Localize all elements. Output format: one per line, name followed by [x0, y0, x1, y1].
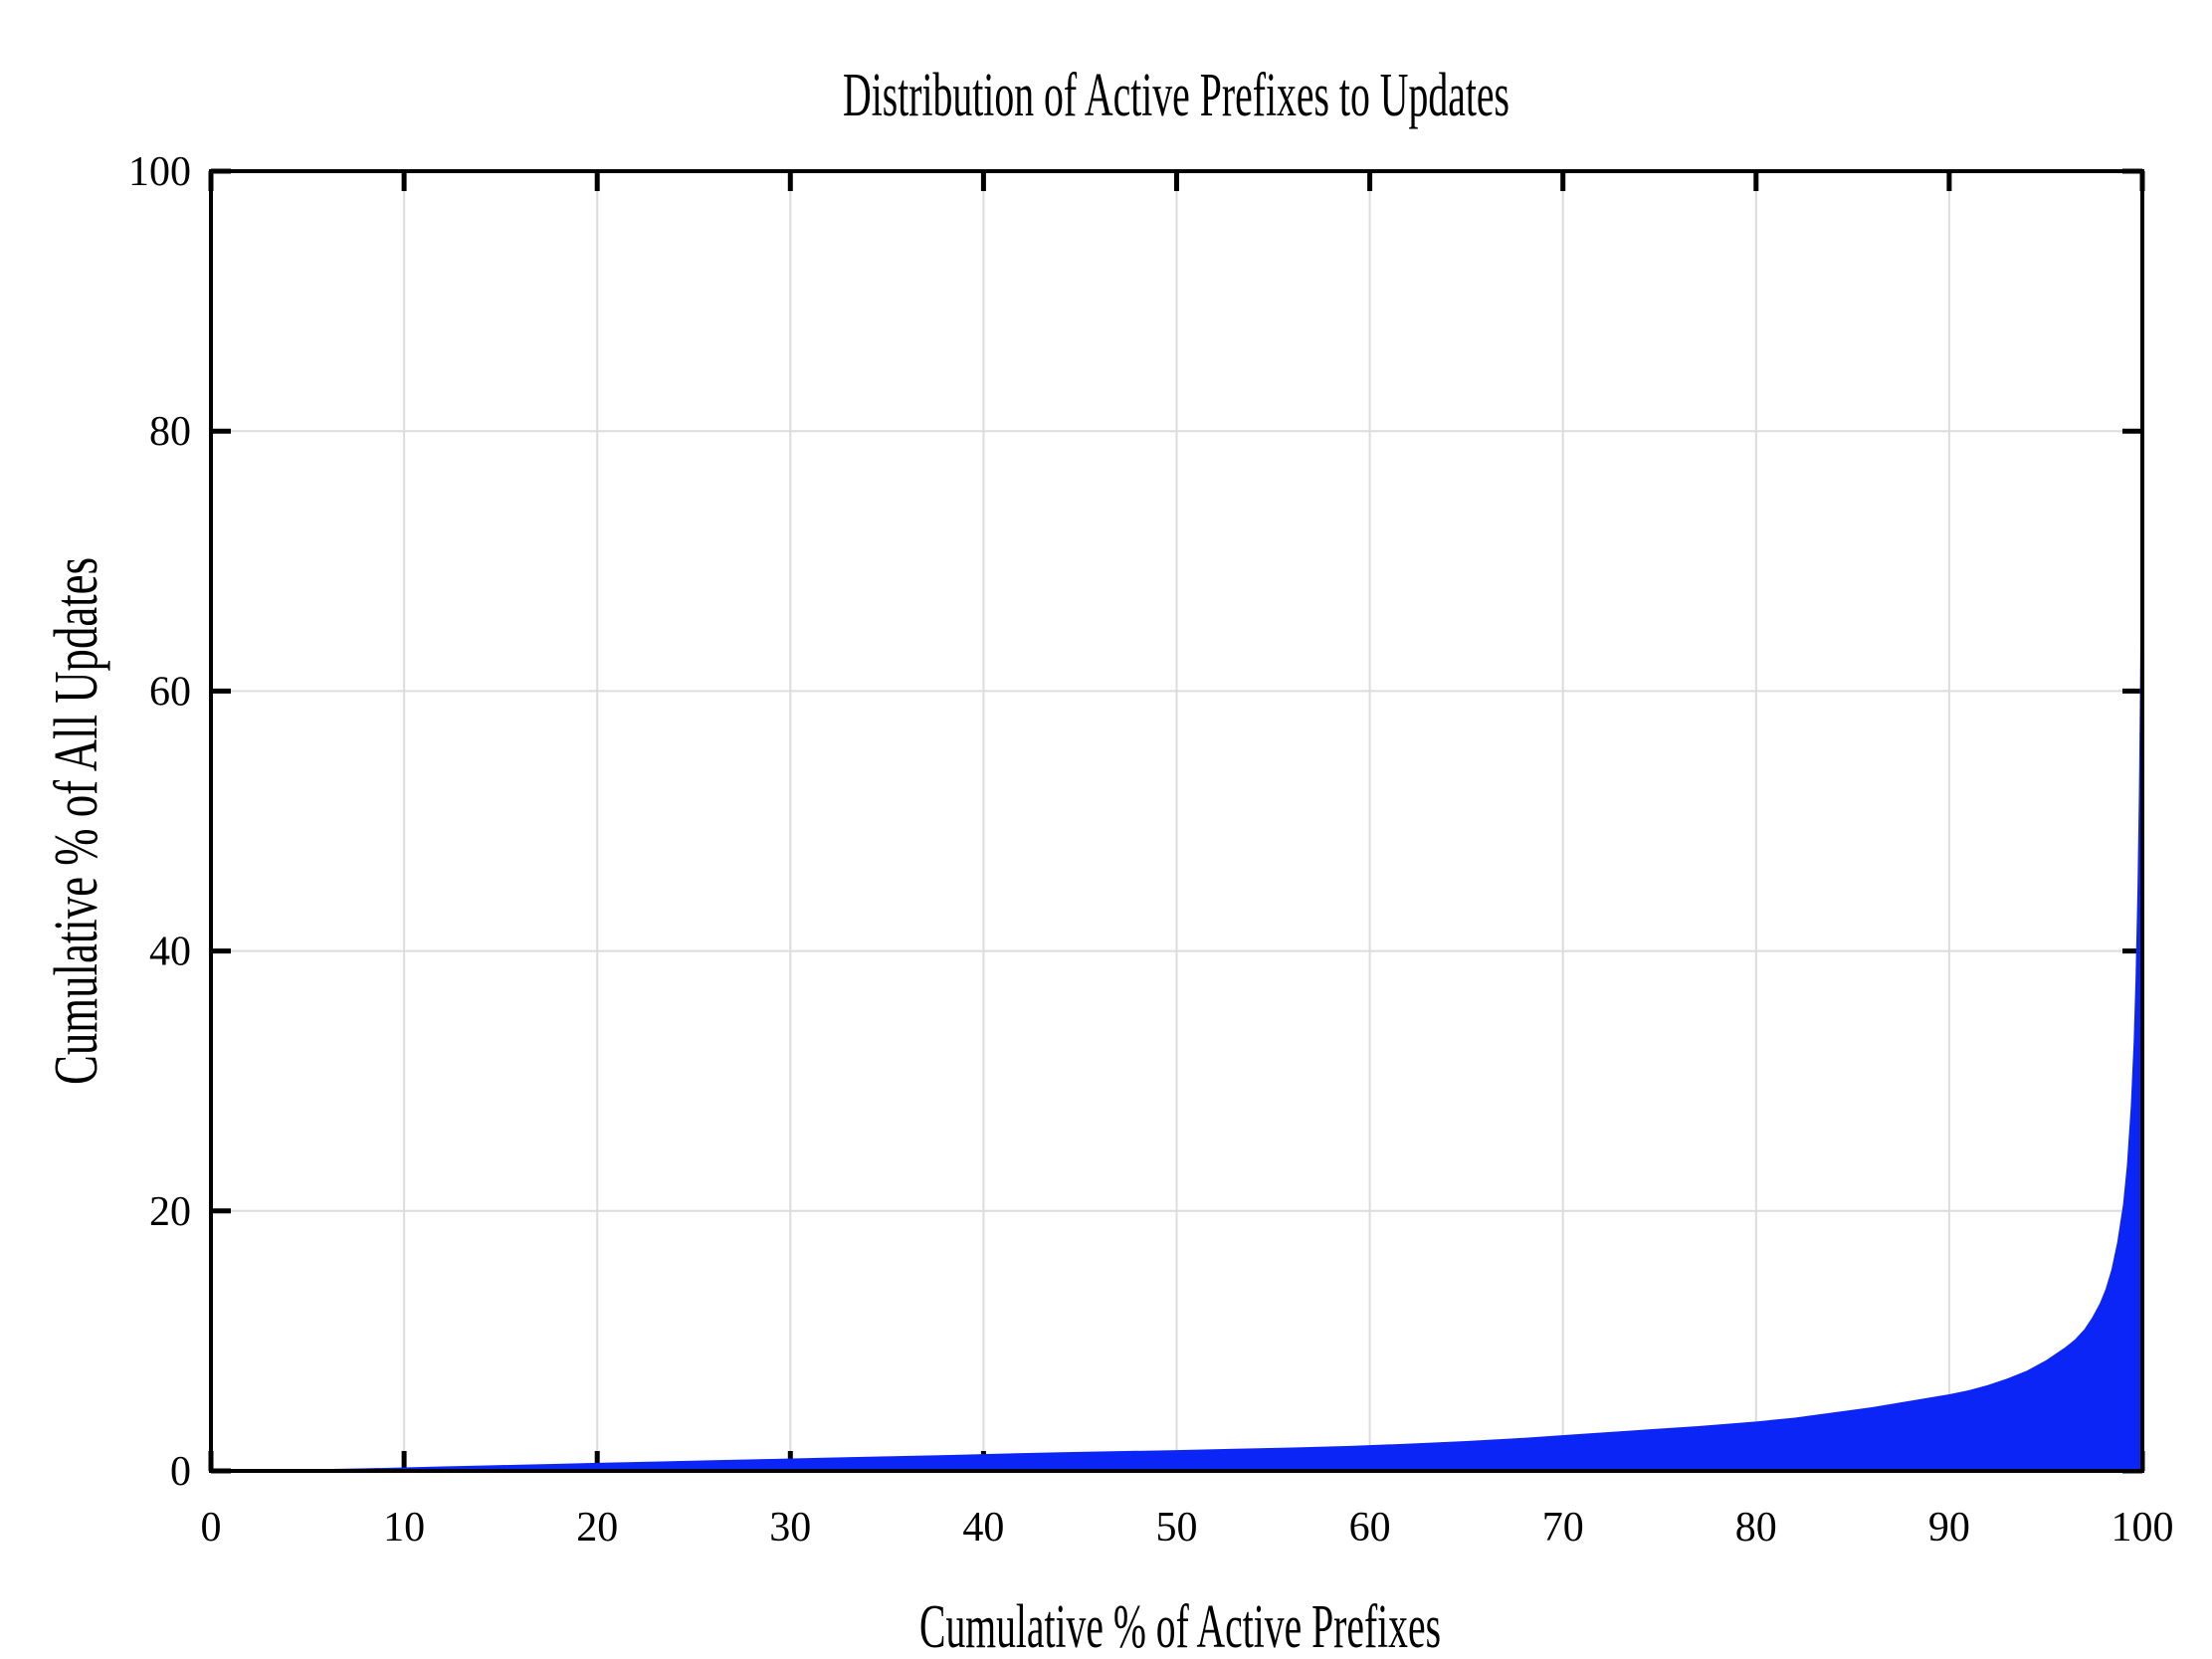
x-axis-title: Cumulative % of Active Prefixes [919, 1593, 1441, 1659]
x-tick-label: 80 [1735, 1505, 1777, 1551]
x-tick-label: 20 [576, 1505, 618, 1551]
y-axis-title: Cumulative % of All Updates [43, 557, 110, 1085]
chart-title: Distribution of Active Prefixes to Updat… [843, 62, 1509, 129]
tick-labels-layer: 0 10 20 30 40 50 60 70 80 90 100 0 20 40 60 80 100 [128, 149, 2174, 1551]
grid-layer [211, 171, 2142, 1471]
plot-border [209, 169, 2144, 1473]
x-tick-label: 0 [201, 1505, 222, 1551]
y-tick-label: 60 [149, 669, 191, 715]
y-tick-label: 0 [170, 1449, 191, 1495]
x-tick-label: 40 [962, 1505, 1004, 1551]
x-tick-label: 100 [2111, 1505, 2174, 1551]
x-tick-label: 70 [1542, 1505, 1584, 1551]
y-tick-label: 40 [149, 930, 191, 975]
y-tick-label: 80 [149, 409, 191, 455]
x-tick-label: 10 [383, 1505, 425, 1551]
x-tick-label: 50 [1156, 1505, 1198, 1551]
x-tick-label: 30 [769, 1505, 811, 1551]
x-tick-label: 90 [1928, 1505, 1970, 1551]
plot-frame-layer [209, 169, 2144, 1473]
x-tick-label: 60 [1349, 1505, 1391, 1551]
y-tick-label: 100 [128, 149, 191, 195]
y-tick-label: 20 [149, 1189, 191, 1235]
